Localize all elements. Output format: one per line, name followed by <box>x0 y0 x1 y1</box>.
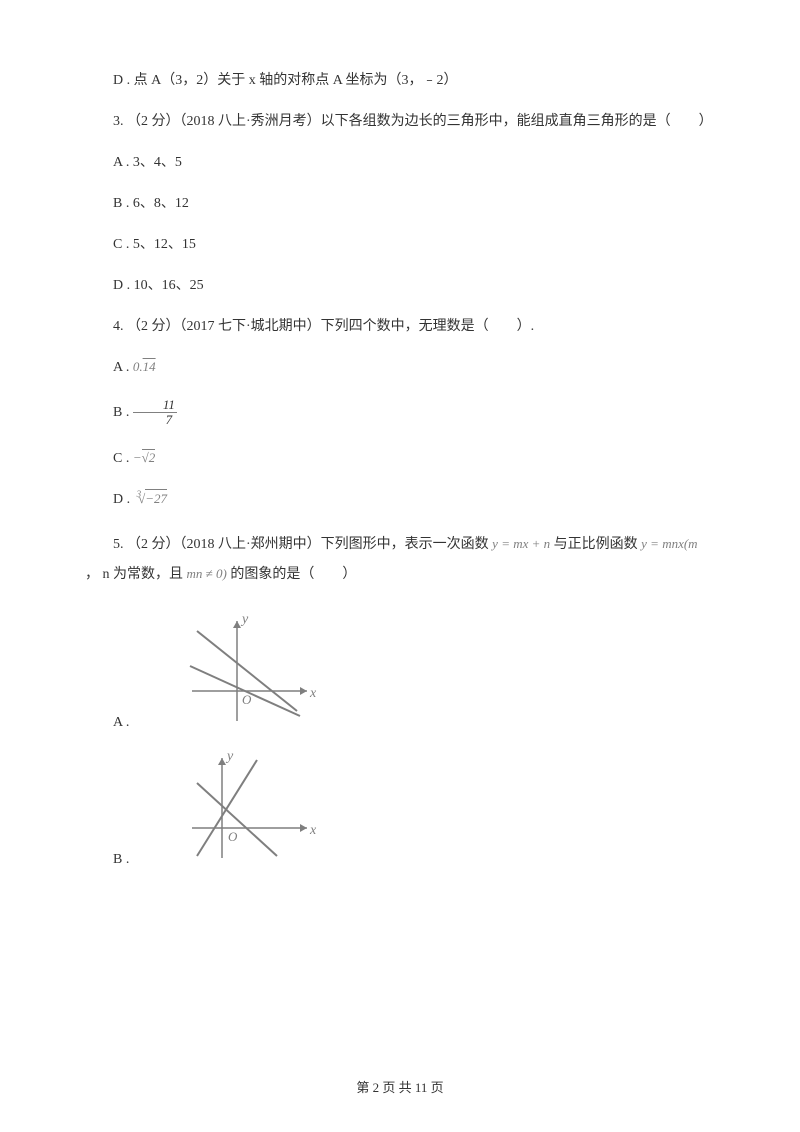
fraction-icon: 117 <box>133 398 177 428</box>
q4-option-b-prefix: B . <box>113 405 133 420</box>
q5-option-b-label: B . <box>85 849 129 870</box>
q3-option-a-text: A . 3、4、5 <box>113 155 182 170</box>
graph-a-icon: y x O <box>154 611 322 733</box>
q3-option-b: B . 6、8、12 <box>85 193 715 214</box>
q3-option-d-text: D . 10、16、25 <box>113 278 204 293</box>
q4-option-c-prefix: C . <box>113 451 133 466</box>
q5-option-a-label: A . <box>85 712 129 733</box>
svg-text:x: x <box>309 686 317 701</box>
page-footer: 第 2 页 共 11 页 <box>0 1078 800 1098</box>
q4-option-a-num: 0. <box>133 359 143 374</box>
q3-option-d: D . 10、16、25 <box>85 275 715 296</box>
q5-option-b: B . y x O <box>85 748 715 870</box>
q3-option-b-text: B . 6、8、12 <box>113 196 189 211</box>
footer-middle: 页 共 <box>379 1080 415 1095</box>
q4-option-d-idx: 3 <box>137 489 142 499</box>
q4-option-a-prefix: A . <box>113 360 133 375</box>
q5-stem-part3: ， n 为常数，且 <box>85 567 187 582</box>
q2-option-d-text: D . 点 A（3，2）关于 x 轴的对称点 A 坐标为（3，﹣2） <box>113 73 458 88</box>
q4-option-a-rep: 14 <box>143 359 156 374</box>
svg-text:O: O <box>242 692 252 707</box>
q3-stem-text: 3. （2 分）（2018 八上·秀洲月考）以下各组数为边长的三角形中，能组成直… <box>113 114 713 129</box>
svg-text:y: y <box>240 612 249 627</box>
q4-option-b-den: 7 <box>133 413 177 427</box>
q5-eq2: y = mnx(m <box>641 536 697 551</box>
q3-option-c-text: C . 5、12、15 <box>113 237 196 252</box>
svg-text:x: x <box>309 823 317 838</box>
q3-option-c: C . 5、12、15 <box>85 234 715 255</box>
q3-option-a: A . 3、4、5 <box>85 152 715 173</box>
q5-stem-part1: 5. （2 分）（2018 八上·郑州期中）下列图形中，表示一次函数 <box>113 537 492 552</box>
q4-option-d: D . 3√−27 <box>85 489 715 510</box>
q4-option-d-prefix: D . <box>113 492 134 507</box>
q4-option-b: B . 117 <box>85 398 715 428</box>
q4-option-a: A . 0.14 <box>85 357 715 378</box>
q4-option-d-val: −27 <box>145 489 167 506</box>
svg-text:O: O <box>228 829 238 844</box>
q4-option-b-num: 11 <box>133 398 177 413</box>
q5-eq3: mn ≠ 0) <box>187 566 227 581</box>
q5-stem-part2: 与正比例函数 <box>550 537 641 552</box>
svg-text:y: y <box>225 749 234 764</box>
q4-stem-text: 4. （2 分）（2017 七下·城北期中）下列四个数中，无理数是（ ）. <box>113 319 534 334</box>
q2-option-d: D . 点 A（3，2）关于 x 轴的对称点 A 坐标为（3，﹣2） <box>85 70 715 91</box>
q4-option-c-minus: − <box>133 450 142 465</box>
q5-eq1: y = mx + n <box>492 536 550 551</box>
q5-stem-part4: 的图象的是（ ） <box>227 567 357 582</box>
q3-stem: 3. （2 分）（2018 八上·秀洲月考）以下各组数为边长的三角形中，能组成直… <box>85 111 715 132</box>
footer-total: 11 <box>415 1080 428 1095</box>
footer-suffix: 页 <box>427 1080 443 1095</box>
q5-stem: 5. （2 分）（2018 八上·郑州期中）下列图形中，表示一次函数 y = m… <box>85 530 715 592</box>
q4-option-c: C . −√2 <box>85 448 715 469</box>
q4-stem: 4. （2 分）（2017 七下·城北期中）下列四个数中，无理数是（ ）. <box>85 316 715 337</box>
graph-b-icon: y x O <box>154 748 322 870</box>
q4-option-c-root: √2 <box>142 450 156 465</box>
q5-option-a: A . y x O <box>85 611 715 733</box>
footer-prefix: 第 <box>356 1080 372 1095</box>
